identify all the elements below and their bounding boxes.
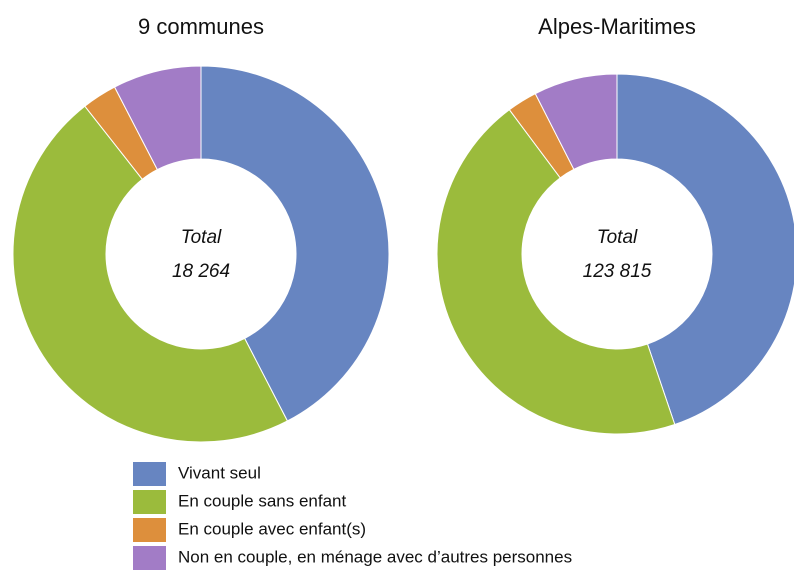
legend-label: Vivant seul bbox=[178, 463, 261, 482]
donut-segment bbox=[200, 65, 390, 422]
donut-segment bbox=[534, 73, 618, 171]
legend-label: Non en couple, en ménage avec d’autres p… bbox=[178, 547, 572, 566]
donut-segment bbox=[616, 73, 794, 426]
center-value: 18 264 bbox=[172, 261, 230, 282]
donut-segment bbox=[113, 65, 202, 171]
center-label: Total bbox=[597, 227, 638, 248]
chart-title: 9 communes bbox=[138, 14, 264, 39]
donut-segment bbox=[12, 105, 289, 443]
center-value: 123 815 bbox=[583, 261, 652, 282]
legend-swatch bbox=[133, 546, 166, 570]
legend-label: En couple avec enfant(s) bbox=[178, 519, 366, 538]
legend-swatch bbox=[133, 490, 166, 514]
donut-segment bbox=[436, 109, 676, 435]
legend-swatch bbox=[133, 518, 166, 542]
legend-label: En couple sans enfant bbox=[178, 491, 347, 510]
legend-swatch bbox=[133, 462, 166, 486]
center-label: Total bbox=[181, 227, 222, 248]
chart-title: Alpes-Maritimes bbox=[538, 14, 696, 39]
